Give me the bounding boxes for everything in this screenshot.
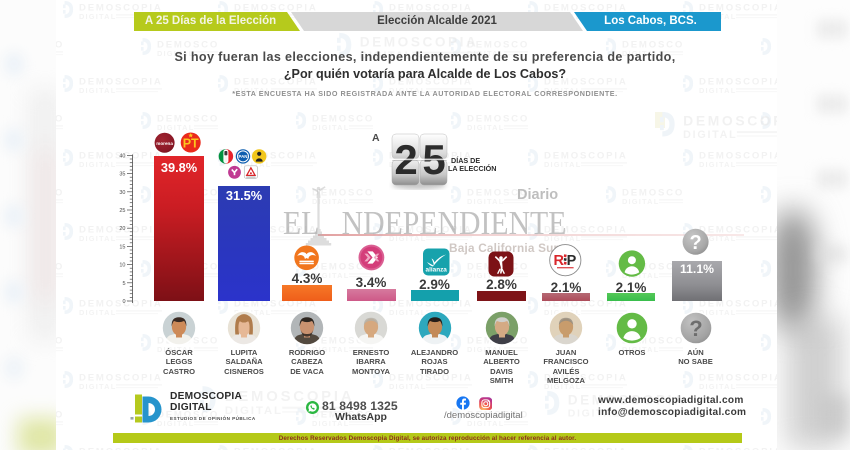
- svg-text:15: 15: [119, 244, 125, 250]
- svg-text:PT: PT: [183, 137, 199, 151]
- svg-text:35: 35: [119, 172, 125, 178]
- svg-text:10: 10: [119, 263, 125, 269]
- svg-text:30: 30: [119, 190, 125, 196]
- svg-text:20: 20: [119, 226, 125, 232]
- svg-text:morena: morena: [156, 141, 173, 146]
- svg-text:P: P: [567, 253, 577, 269]
- svg-text:25: 25: [119, 208, 125, 214]
- svg-text:R: R: [554, 253, 565, 269]
- svg-text:?: ?: [689, 316, 702, 341]
- svg-text:40: 40: [119, 153, 125, 159]
- svg-text:0: 0: [122, 299, 125, 305]
- svg-text:?: ?: [689, 232, 701, 254]
- svg-text:PAN: PAN: [239, 154, 248, 159]
- svg-text:alianza: alianza: [426, 267, 448, 274]
- svg-text:5: 5: [122, 281, 125, 287]
